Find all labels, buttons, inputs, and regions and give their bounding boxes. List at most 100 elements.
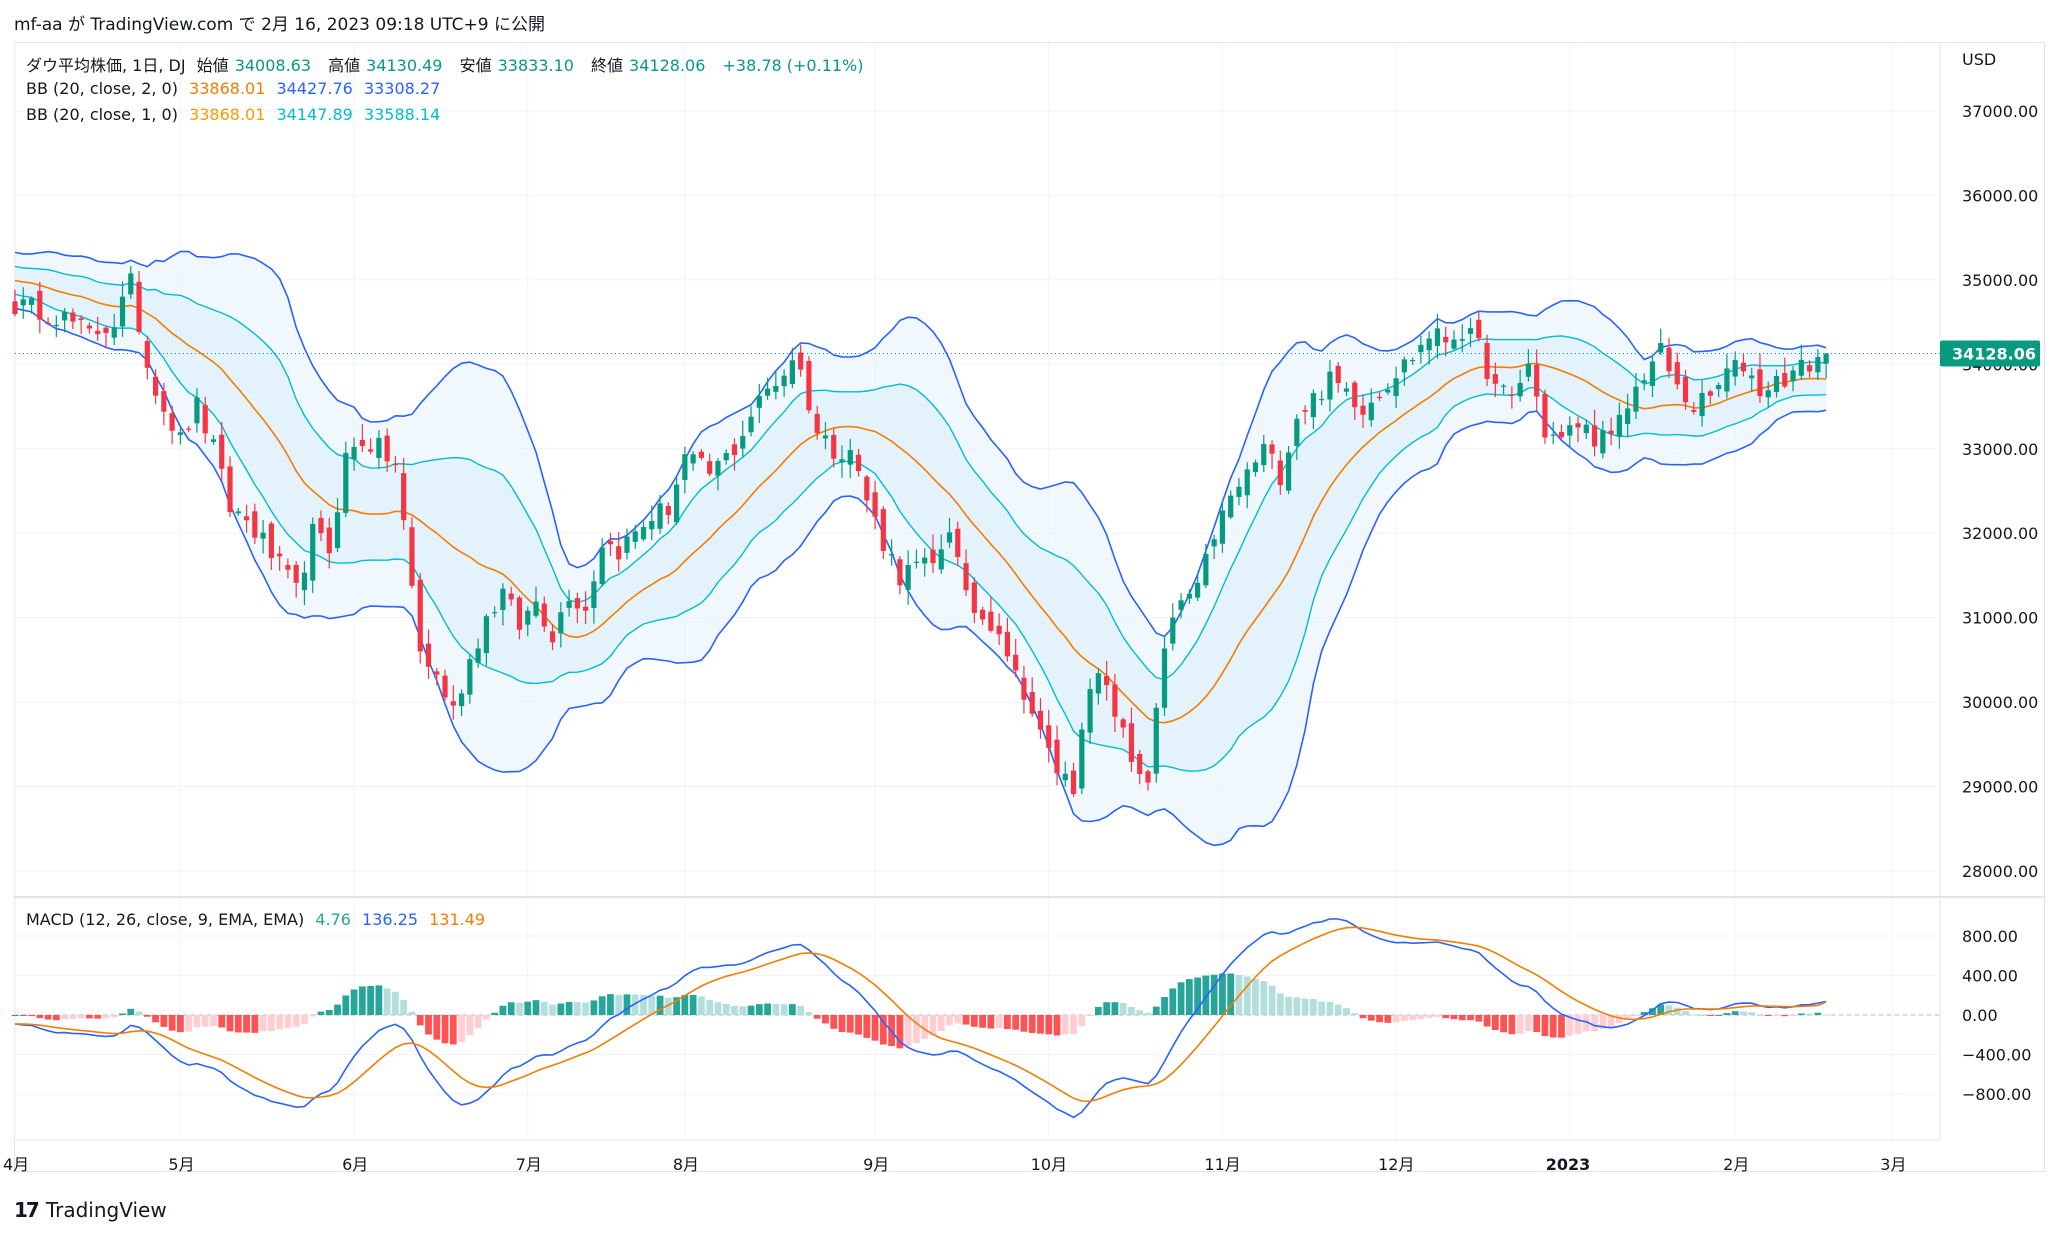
macd-histogram-bar bbox=[1111, 1002, 1119, 1015]
low-label: 安値 33833.10 bbox=[460, 56, 580, 75]
macd-histogram-bar bbox=[755, 1004, 763, 1015]
candle-body bbox=[368, 449, 374, 452]
macd-histogram-bar bbox=[631, 994, 639, 1015]
macd-legend[interactable]: MACD (12, 26, close, 9, EMA, EMA) 4.76 1… bbox=[26, 910, 491, 929]
candle-body bbox=[599, 547, 605, 585]
macd-histogram-bar bbox=[234, 1015, 242, 1033]
macd-histogram-bar bbox=[1483, 1015, 1491, 1027]
macd-histogram-bar bbox=[458, 1015, 465, 1043]
candle-body bbox=[475, 648, 481, 663]
macd-histogram-bar bbox=[1061, 1015, 1069, 1035]
candle-body bbox=[434, 671, 440, 675]
macd-histogram-bar bbox=[731, 1006, 738, 1015]
bb1-label: BB (20, close, 1, 0) bbox=[26, 105, 178, 124]
macd-histogram-bar bbox=[1119, 1003, 1127, 1015]
macd-histogram-bar bbox=[1673, 1007, 1681, 1015]
candle-body bbox=[1095, 673, 1101, 694]
macd-histogram-bar bbox=[1731, 1011, 1739, 1015]
candle-body bbox=[1211, 539, 1217, 547]
overlays: 34128.06 bbox=[15, 340, 2040, 367]
time-tick-label: 8月 bbox=[673, 1155, 699, 1174]
price-tick-label: 36000.00 bbox=[1962, 186, 2038, 205]
candle-body bbox=[202, 405, 208, 434]
candle-body bbox=[1467, 328, 1474, 334]
candle-body bbox=[169, 413, 175, 431]
candle-body bbox=[161, 391, 167, 412]
high-value: 34130.49 bbox=[366, 56, 443, 75]
macd-histogram-bar bbox=[1640, 1012, 1648, 1015]
macd-histogram-bar bbox=[1665, 1005, 1673, 1015]
candle-body bbox=[1492, 374, 1498, 384]
macd-histogram-bar bbox=[797, 1006, 805, 1015]
candle-body bbox=[1575, 423, 1581, 428]
candle-body bbox=[583, 606, 589, 611]
candle-body bbox=[549, 631, 556, 643]
candle-body bbox=[28, 298, 35, 305]
candle-body bbox=[384, 435, 390, 462]
candle-body bbox=[1310, 393, 1316, 418]
macd-tick-label: −800.00 bbox=[1962, 1085, 2031, 1104]
macd-histogram-bar bbox=[350, 989, 358, 1015]
macd-histogram-bar bbox=[582, 1002, 590, 1015]
candle-body bbox=[1393, 378, 1399, 397]
macd-histogram-bar bbox=[615, 995, 623, 1015]
macd-histogram-bar bbox=[342, 995, 350, 1015]
candle-body bbox=[607, 541, 614, 545]
macd-histogram-bar bbox=[573, 1002, 581, 1015]
candle-body bbox=[1236, 486, 1242, 498]
macd-histogram-bar bbox=[1012, 1015, 1020, 1030]
close-label: 終値 34128.06 bbox=[591, 56, 711, 75]
macd-histogram-bar bbox=[987, 1015, 995, 1029]
macd-histogram-bar bbox=[1516, 1015, 1524, 1034]
macd-histogram-bar bbox=[1409, 1015, 1417, 1021]
macd-histogram-bar bbox=[1649, 1008, 1656, 1015]
macd-histogram-bar bbox=[1591, 1015, 1598, 1032]
candle-body bbox=[1732, 359, 1738, 377]
candle-body bbox=[194, 397, 200, 424]
high-label-text: 高値 bbox=[328, 56, 361, 75]
candle-body bbox=[1195, 582, 1201, 598]
macd-histogram-bar bbox=[309, 1015, 317, 1017]
candle-body bbox=[963, 563, 969, 591]
candle-body bbox=[1219, 510, 1226, 544]
bb2-lower-value: 33308.27 bbox=[363, 79, 441, 98]
close-value: 34128.06 bbox=[629, 56, 706, 75]
macd-histogram-bar bbox=[1367, 1015, 1375, 1021]
candle-body bbox=[277, 553, 283, 557]
bb2-legend[interactable]: BB (20, close, 2, 0) 33868.01 34427.76 3… bbox=[26, 79, 446, 98]
candle-body bbox=[979, 609, 986, 620]
macd-histogram-bar bbox=[1417, 1015, 1425, 1019]
macd-histogram-bar bbox=[383, 988, 391, 1015]
macd-histogram-bar bbox=[160, 1015, 168, 1027]
macd-histogram-bar bbox=[1334, 1004, 1342, 1015]
candle-body bbox=[674, 484, 680, 523]
macd-histogram-bar bbox=[1773, 1015, 1780, 1016]
macd-histogram-bar bbox=[788, 1004, 796, 1015]
macd-histogram-bar bbox=[1533, 1015, 1541, 1033]
candle-body bbox=[731, 444, 738, 456]
candle-body bbox=[880, 509, 886, 551]
candle-body bbox=[930, 549, 936, 564]
bb1-legend[interactable]: BB (20, close, 1, 0) 33868.01 34147.89 3… bbox=[26, 105, 446, 124]
candle-body bbox=[1021, 677, 1027, 700]
candle-body bbox=[1203, 553, 1209, 586]
macd-histogram-bar bbox=[1276, 993, 1284, 1015]
bb2-label: BB (20, close, 2, 0) bbox=[26, 79, 178, 98]
macd-histogram-bar bbox=[1020, 1015, 1028, 1032]
candle-body bbox=[1120, 719, 1126, 728]
macd-histogram-bar bbox=[532, 1000, 540, 1015]
macd-histogram-bar bbox=[1434, 1015, 1441, 1017]
macd-histogram-bar bbox=[549, 1004, 556, 1015]
macd-histogram-bar bbox=[168, 1015, 176, 1031]
tradingview-logo[interactable]: 17 TradingView bbox=[14, 1198, 167, 1222]
candle-body bbox=[558, 612, 564, 634]
macd-histogram-bar bbox=[94, 1015, 102, 1019]
macd-histogram-bar bbox=[764, 1003, 771, 1015]
macd-histogram-bar bbox=[1682, 1011, 1689, 1015]
bb1-basis-value: 33868.01 bbox=[189, 105, 266, 124]
symbol-title[interactable]: ダウ平均株価, 1日, DJ bbox=[26, 56, 186, 75]
macd-histogram-bar bbox=[127, 1008, 135, 1015]
candle-body bbox=[591, 581, 597, 609]
candle-body bbox=[1815, 357, 1821, 373]
